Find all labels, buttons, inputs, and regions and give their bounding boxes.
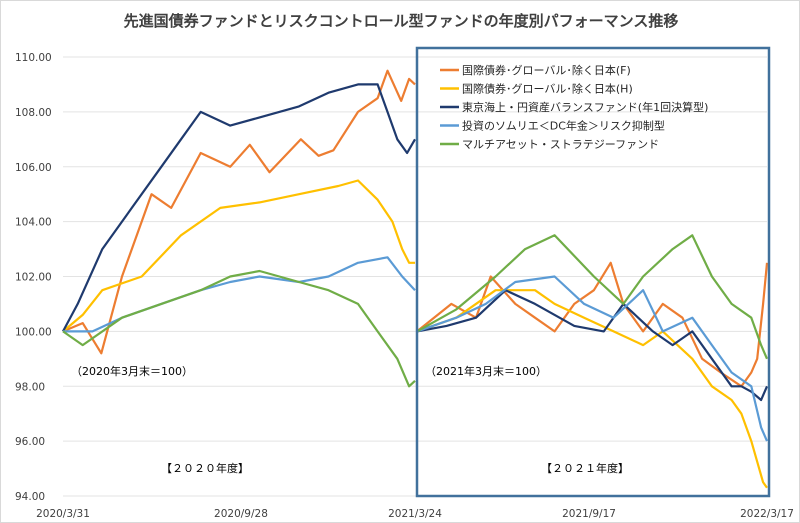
x-tick-label: 2021/3/24 [388, 508, 442, 520]
y-tick-label: 100.00 [15, 326, 52, 338]
legend-label: マルチアセット・ストラテジーファンド [462, 138, 659, 151]
chart-title: 先進国債券ファンドとリスクコントロール型ファンドの年度別パフォーマンス推移 [124, 12, 679, 30]
x-tick-label: 2020/3/31 [36, 508, 90, 520]
y-tick-label: 108.00 [15, 107, 52, 119]
annotation-base-2021: （2021年3月末＝100） [425, 364, 547, 378]
x-tick-label: 2020/9/28 [214, 508, 268, 520]
series-line-3-segment-1 [62, 83, 416, 332]
series-line-4-segment-1 [63, 256, 416, 333]
y-tick-label: 106.00 [15, 162, 52, 174]
x-tick-label: 2021/9/17 [562, 508, 616, 520]
legend-label: 投資のソムリエ＜DC年金＞リスク抑制型 [462, 119, 665, 133]
legend-label: 東京海上・円資産バランスファンド(年1回決算型) [462, 100, 708, 114]
legend-label: 国際債券･グローバル･除く日本(H) [462, 82, 633, 96]
fy2021-highlight-box [415, 46, 771, 498]
series-line-1-segment-1 [62, 69, 416, 355]
series-line-5-segment-2 [416, 234, 769, 360]
series-line-2-segment-1 [62, 179, 415, 333]
series-line-3-segment-2 [416, 289, 769, 402]
y-tick-label: 110.00 [15, 52, 52, 64]
y-tick-label: 102.00 [15, 272, 52, 284]
y-tick-label: 104.00 [15, 217, 52, 229]
annotation-base-2020: （2020年3月末＝100） [71, 364, 193, 378]
y-tick-label: 94.00 [15, 491, 45, 503]
y-tick-label: 98.00 [15, 381, 45, 393]
annotation-fy2021: 【２０２１年度】 [541, 461, 629, 475]
series-line-5-segment-1 [62, 269, 416, 388]
annotation-fy2020: 【２０２０年度】 [161, 461, 249, 475]
y-tick-label: 96.00 [15, 436, 45, 448]
legend-label: 国際債券･グローバル･除く日本(F) [462, 63, 631, 77]
series-line-2-segment-2 [416, 289, 768, 489]
x-tick-label: 2022/3/17 [740, 508, 794, 520]
series-line-4-segment-2 [416, 275, 769, 442]
